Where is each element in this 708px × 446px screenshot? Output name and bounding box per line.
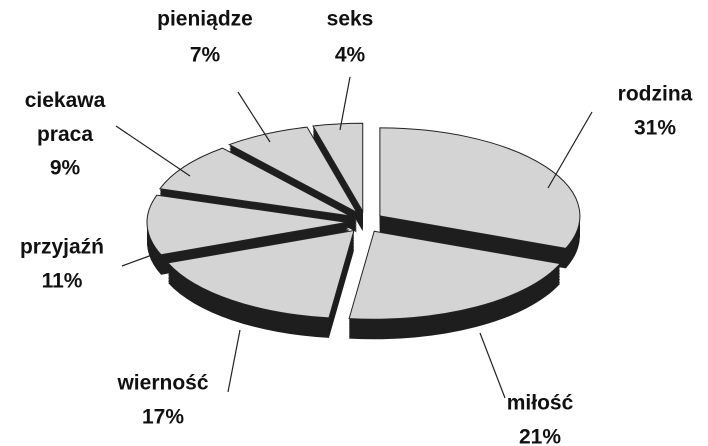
leader-line: [547, 111, 593, 189]
slice-label: pieniądze: [157, 8, 253, 31]
slice: [379, 127, 581, 269]
slice-value-label: 4%: [335, 44, 366, 67]
leader-line: [339, 76, 351, 131]
slice-top: [146, 194, 348, 256]
slice-label: przyjaźń: [20, 236, 104, 259]
slice-value-label: 21%: [519, 426, 561, 446]
slice-value-label: 7%: [190, 44, 221, 67]
slice-value-label: 17%: [142, 406, 184, 429]
leader-line: [479, 332, 506, 399]
slice-top: [159, 147, 351, 217]
slice-top: [379, 127, 581, 249]
slice-top: [228, 126, 359, 214]
leader-line: [121, 254, 153, 267]
slice-value-label: 31%: [634, 117, 676, 140]
leader-line: [227, 329, 241, 393]
slice-value-label: 9%: [50, 157, 81, 180]
leader-line: [237, 91, 271, 143]
leader-line: [115, 125, 191, 177]
slice-top: [348, 230, 562, 320]
slice-label: rodzina: [618, 83, 693, 106]
slice: [146, 194, 348, 275]
slice-label: seks: [327, 8, 374, 31]
slice-top: [312, 122, 364, 214]
slice-label: wierność: [116, 372, 208, 395]
slice: [167, 229, 355, 338]
slice-label: ciekawa praca: [25, 89, 106, 146]
slice: [348, 230, 562, 340]
slice-value-label: 11%: [42, 270, 83, 293]
slice-label: miłość: [507, 392, 574, 415]
slice-top: [167, 229, 355, 319]
